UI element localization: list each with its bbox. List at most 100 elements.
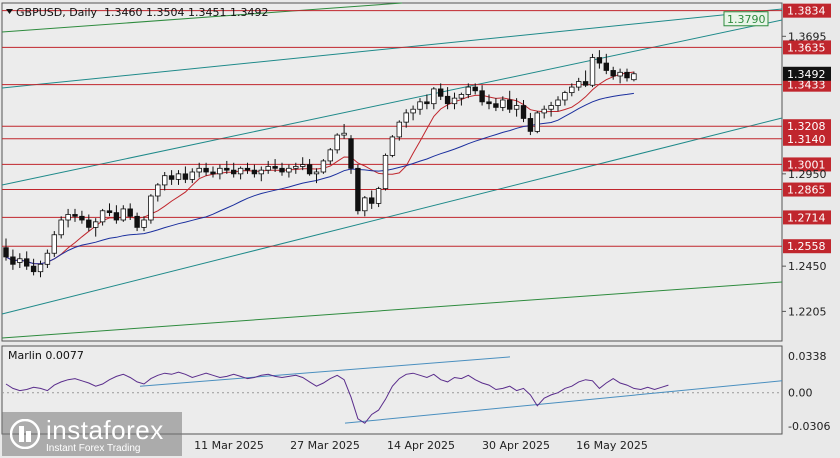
candle [472,83,478,95]
candle [251,164,258,178]
candle-body [286,167,292,173]
instaforex-logo: instaforex Instant Forex Trading [2,412,182,456]
dropdown-triangle-icon[interactable] [6,9,13,14]
candle [148,194,154,224]
candle-body [217,167,223,175]
candle-body [451,97,458,105]
candle-body [624,71,630,79]
candle-body [79,215,85,221]
candle-body [493,103,499,108]
candle-body [534,112,540,132]
candle [410,105,416,121]
candle-body [244,167,251,171]
candle [631,71,637,82]
oscillator-line [5,371,669,424]
candle [175,170,182,185]
candle-body [348,138,354,169]
candle-body [382,154,389,190]
oscillator-trendline [344,380,783,424]
candle-body [127,208,133,217]
date-label: 14 Apr 2025 [387,439,455,452]
candle [23,251,30,270]
candle-body [293,166,299,169]
date-label: 30 Apr 2025 [482,439,550,452]
level-tag [783,77,831,92]
channel-line [1,281,783,339]
level-tag [783,119,831,134]
candle-body [603,62,609,71]
candle [93,218,99,237]
level-label: 1.3433 [787,79,826,92]
ohlc-values: 1.3460 1.3504 1.3451 1.3492 [104,6,268,19]
candle [120,205,126,222]
date-label: 11 Mar 2025 [194,439,264,452]
candle [203,162,209,176]
candles [3,50,637,278]
trendlines [1,2,783,339]
candle-body [513,105,520,110]
oscillator-tick-label: 0.00 [788,387,813,400]
candle-body [555,99,561,106]
candle-body [279,167,285,173]
candle [396,120,402,141]
candle-body [313,171,320,175]
candle [403,109,409,128]
candle-body [210,171,216,175]
candle-body [424,101,430,105]
candle-body [99,210,106,223]
oscillator-tick-label: 0.0338 [788,350,827,363]
candle-body [51,234,57,254]
candle [258,166,264,182]
candle [555,96,561,112]
level-tag [783,182,831,197]
candle-body [272,166,278,169]
brand-tagline: Instant Forex Trading [46,443,141,454]
candle [596,50,603,69]
candle-body [431,88,437,105]
candle-body [396,121,402,138]
candle [624,68,630,82]
candle [113,205,120,224]
candle [161,172,168,191]
candle-body [389,136,396,156]
candle [44,249,51,268]
current-price-label: 1.3492 [787,68,826,81]
candle-body [155,184,161,197]
time-axis: 11 Mar 2025 27 Mar 2025 14 Apr 2025 30 Apr … [194,439,648,452]
price-tick-label: 1.3695 [788,30,827,43]
price-tick-label: 1.2950 [788,168,827,181]
candle [237,166,244,180]
candle-body [141,219,147,228]
candle-body [320,160,327,173]
price-tick-label: 1.2205 [788,305,827,318]
candle [286,164,292,178]
candle [217,164,223,180]
candle-body [306,164,313,175]
candle [182,166,189,184]
candle-body [375,188,382,204]
candle [313,168,320,184]
candle [86,214,92,232]
candle-body [582,81,589,86]
level-tag [783,40,831,55]
marlin-oscillator: 0.0338 0.00 -0.0306 [2,350,830,433]
candle [617,68,623,84]
candle [527,112,534,136]
candle-body [417,101,423,110]
candle-body [355,167,361,212]
candle [299,157,306,171]
candle [417,98,423,115]
candle-body [610,70,616,77]
candle [244,162,251,174]
candle [79,210,85,224]
level-label: 1.3208 [787,120,826,133]
candle-body [334,134,340,151]
candle-body [58,219,64,236]
candle [368,190,375,209]
candle [10,249,16,270]
candle [168,170,175,185]
candle [451,92,458,110]
level-tag [783,239,831,254]
candle [327,148,333,165]
